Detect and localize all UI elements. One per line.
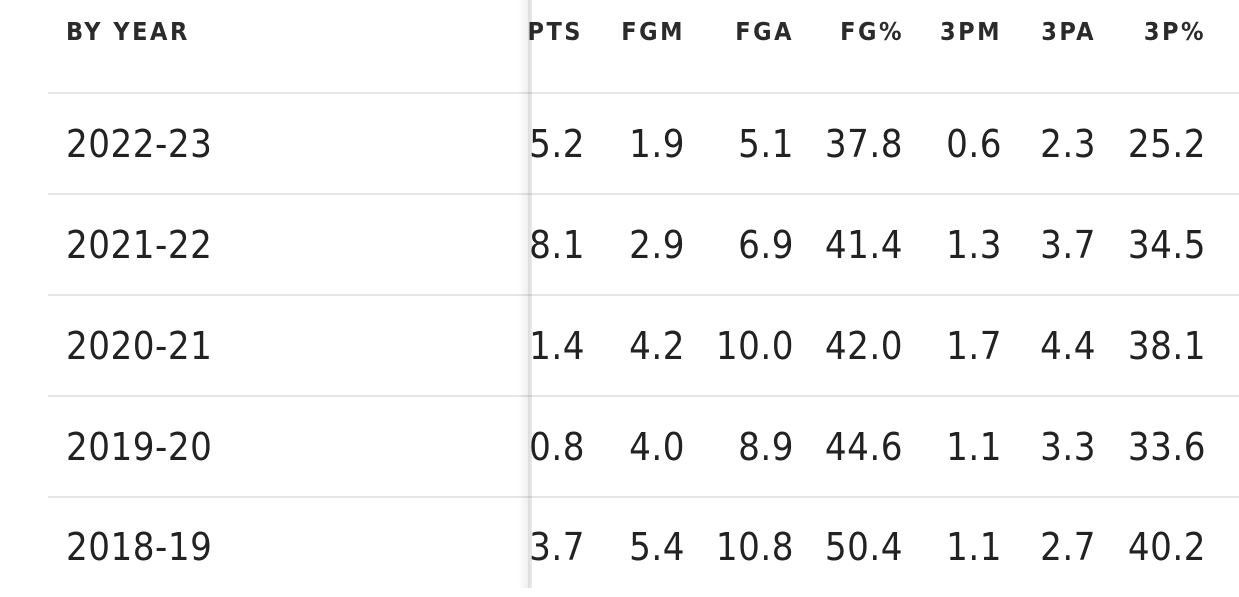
- 3pa-cell: 4.4: [1040, 324, 1096, 368]
- 3p-pct-cell: 25.2: [1127, 122, 1206, 166]
- 3pm-cell: 1.3: [946, 223, 1002, 267]
- column-header-fga[interactable]: FGA: [735, 17, 794, 46]
- year-cell: 2019-20: [66, 425, 213, 469]
- 3pm-cell: 1.1: [946, 425, 1002, 469]
- 3pm-cell: 1.1: [946, 525, 1002, 569]
- row-divider: [48, 395, 1239, 397]
- fga-cell: 10.0: [715, 324, 794, 368]
- fg-pct-cell: 50.4: [824, 525, 903, 569]
- fgm-cell: 4.0: [629, 425, 685, 469]
- row-divider: [48, 496, 1239, 498]
- year-cell: 2021-22: [66, 223, 213, 267]
- pts-cell: 5.2: [529, 122, 585, 166]
- fg-pct-cell: 42.0: [824, 324, 903, 368]
- year-cell: 2022-23: [66, 122, 213, 166]
- table-row: 2021-22 8.1 2.9 6.9 41.4 1.3 3.7 34.5: [0, 195, 1239, 295]
- 3pa-cell: 2.3: [1040, 122, 1096, 166]
- year-cell: 2020-21: [66, 324, 213, 368]
- 3pa-cell: 2.7: [1040, 525, 1096, 569]
- fga-cell: 10.8: [715, 525, 794, 569]
- column-header-pts[interactable]: PTS: [527, 17, 583, 46]
- table-row: 2020-21 1.4 4.2 10.0 42.0 1.7 4.4 38.1: [0, 296, 1239, 396]
- fg-pct-cell: 41.4: [824, 223, 903, 267]
- fg-pct-cell: 37.8: [824, 122, 903, 166]
- column-header-fg-pct[interactable]: FG%: [840, 17, 904, 46]
- row-divider: [48, 193, 1239, 195]
- table-row: 2018-19 3.7 5.4 10.8 50.4 1.1 2.7 40.2: [0, 497, 1239, 597]
- 3pm-cell: 0.6: [946, 122, 1002, 166]
- column-header-3pa[interactable]: 3PA: [1041, 17, 1096, 46]
- 3pa-cell: 3.7: [1040, 223, 1096, 267]
- column-header-3pm[interactable]: 3PM: [939, 17, 1002, 46]
- fga-cell: 6.9: [738, 223, 794, 267]
- frozen-column-edge: [528, 0, 532, 588]
- fgm-cell: 5.4: [629, 525, 685, 569]
- 3pa-cell: 3.3: [1040, 425, 1096, 469]
- fgm-cell: 2.9: [629, 223, 685, 267]
- row-divider: [48, 294, 1239, 296]
- year-cell: 2018-19: [66, 525, 213, 569]
- table-header-row: BY YEAR PTS FGM FGA FG% 3PM 3PA 3P%: [0, 0, 1239, 92]
- 3pm-cell: 1.7: [946, 324, 1002, 368]
- fgm-cell: 4.2: [629, 324, 685, 368]
- pts-cell: 8.1: [529, 223, 585, 267]
- column-header-3p-pct[interactable]: 3P%: [1143, 17, 1206, 46]
- table-row: 2019-20 0.8 4.0 8.9 44.6 1.1 3.3 33.6: [0, 397, 1239, 497]
- pts-cell: 0.8: [529, 425, 585, 469]
- 3p-pct-cell: 40.2: [1127, 525, 1206, 569]
- fga-cell: 5.1: [738, 122, 794, 166]
- fgm-cell: 1.9: [629, 122, 685, 166]
- fga-cell: 8.9: [738, 425, 794, 469]
- pts-cell: 3.7: [529, 525, 585, 569]
- 3p-pct-cell: 33.6: [1127, 425, 1206, 469]
- 3p-pct-cell: 38.1: [1127, 324, 1206, 368]
- fg-pct-cell: 44.6: [824, 425, 903, 469]
- 3p-pct-cell: 34.5: [1127, 223, 1206, 267]
- column-header-fgm[interactable]: FGM: [621, 17, 685, 46]
- row-divider: [48, 92, 1239, 94]
- frozen-column-shadow: [518, 0, 532, 588]
- table-row: 2022-23 5.2 1.9 5.1 37.8 0.6 2.3 25.2: [0, 94, 1239, 194]
- pts-cell: 1.4: [529, 324, 585, 368]
- by-year-header: BY YEAR: [66, 17, 190, 46]
